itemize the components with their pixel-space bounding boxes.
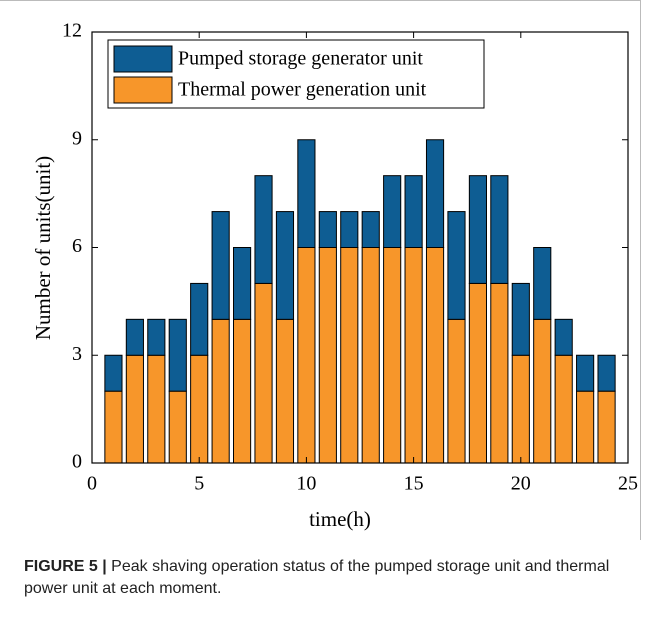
bar [576, 390, 595, 464]
bar [533, 318, 552, 464]
legend-swatch [113, 76, 173, 104]
bar [533, 247, 552, 320]
bar [597, 390, 616, 464]
bar [597, 354, 616, 392]
bar [447, 211, 466, 320]
x-tick-label: 5 [194, 473, 204, 495]
bar [425, 247, 445, 464]
bar [254, 282, 273, 464]
bar [404, 175, 423, 249]
bar [190, 354, 209, 464]
bar [104, 354, 123, 392]
x-axis-label: time(h) [309, 507, 371, 531]
bar [233, 318, 252, 464]
y-tick-label: 9 [72, 127, 82, 149]
y-tick-label: 0 [72, 451, 82, 473]
bar [297, 247, 316, 464]
bar [190, 282, 209, 356]
bar [125, 318, 144, 356]
bar [554, 318, 573, 356]
legend-label: Pumped storage generator unit [178, 48, 423, 70]
caption-label: FIGURE 5 | [24, 558, 107, 575]
x-tick-label: 0 [87, 473, 97, 495]
bar [490, 175, 509, 284]
y-tick-label: 3 [72, 343, 82, 365]
x-tick-label: 25 [618, 473, 638, 495]
bar [576, 354, 595, 392]
bar [447, 318, 466, 464]
bar [147, 318, 166, 356]
y-axis-label: Number of units(unit) [31, 156, 55, 340]
bar [168, 390, 187, 464]
bar [318, 247, 337, 464]
bar [125, 354, 144, 464]
bar [361, 247, 380, 464]
bar [511, 282, 530, 356]
bar [147, 354, 166, 464]
chart: time(h) Number of units(unit) 0 5 10 15 20 25… [0, 0, 641, 540]
bar [468, 282, 487, 464]
legend-label: Thermal power generation unit [178, 79, 427, 101]
caption-text: Peak shaving operation status of the pum… [24, 558, 610, 597]
bar [340, 247, 359, 464]
bar [211, 211, 230, 320]
bar [275, 211, 295, 320]
bar [297, 139, 316, 248]
y-tick-label: 6 [72, 235, 82, 257]
bar [361, 211, 380, 248]
bar [275, 318, 295, 464]
bar [511, 354, 530, 464]
bar [468, 175, 487, 284]
x-tick-label: 20 [511, 473, 531, 495]
bar [318, 211, 337, 248]
bar [404, 247, 423, 464]
x-tick-label: 10 [296, 473, 316, 495]
legend-swatch [113, 45, 173, 73]
bar [168, 318, 187, 392]
bar [425, 139, 445, 248]
bar [383, 175, 402, 249]
bar [340, 211, 359, 248]
caption: FIGURE 5 | Peak shaving operation status… [24, 556, 624, 600]
bar [104, 390, 123, 464]
bar [254, 175, 273, 284]
bar [233, 247, 252, 320]
x-tick-label: 15 [404, 473, 424, 495]
bar [554, 354, 573, 464]
bar [490, 282, 509, 464]
bar [211, 318, 230, 464]
bar [383, 247, 402, 464]
y-tick-label: 12 [62, 20, 82, 42]
